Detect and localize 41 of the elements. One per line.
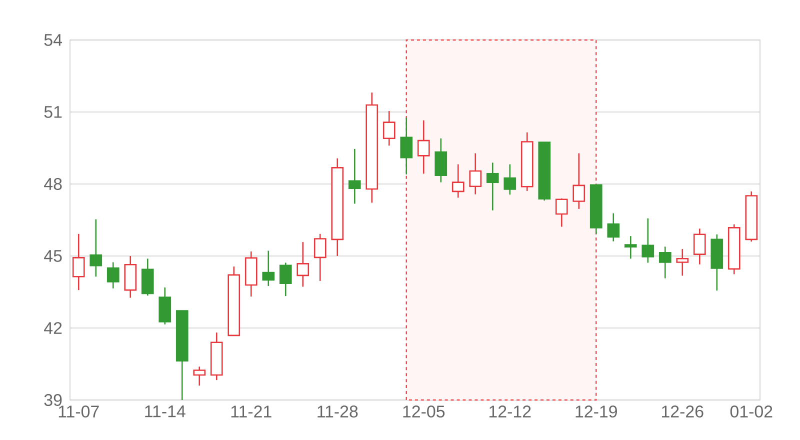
x-tick-label: 12-19: [576, 406, 617, 418]
candlestick: [90, 218, 102, 278]
candlestick: [193, 366, 206, 386]
candlestick: [434, 138, 448, 183]
candlestick: [658, 246, 672, 279]
candlestick: [572, 152, 586, 210]
x-tick-label: 12-05: [403, 406, 445, 418]
candlestick: [693, 228, 706, 266]
x-tick-label: 01-02: [730, 406, 772, 418]
y-tick-label: 51: [44, 106, 62, 118]
x-tick-label: 12-12: [490, 406, 531, 418]
candlestick: [400, 117, 413, 176]
candlestick: [296, 241, 310, 288]
y-tick-label: 54: [44, 34, 62, 46]
candlestick: [417, 120, 430, 174]
candlestick: [262, 250, 275, 287]
x-tick-label: 11-07: [58, 406, 99, 418]
candlestick: [469, 152, 482, 195]
x-tick-label: 11-28: [318, 406, 358, 418]
y-tick-label: 39: [44, 394, 62, 406]
x-tick-label: 11-14: [145, 406, 186, 418]
y-tick-label: 48: [44, 178, 62, 190]
candlestick: [676, 248, 689, 276]
candlestick: [106, 262, 120, 290]
candlestick: [141, 258, 154, 296]
candlestick: [486, 162, 499, 212]
candlestick: [348, 148, 361, 204]
candlestick: [452, 164, 464, 198]
candlestick: [314, 233, 326, 282]
candlestick: [555, 198, 568, 228]
y-tick-label: 42: [44, 322, 62, 334]
candlestick: [72, 233, 85, 291]
candlestick: [624, 235, 637, 260]
candlestick: [279, 262, 292, 297]
candlestick: [607, 212, 620, 242]
candlestick: [382, 110, 396, 146]
candlestick: [504, 164, 516, 196]
x-tick-label: 12-26: [662, 406, 704, 418]
y-tick-label: 45: [44, 250, 62, 262]
x-tick-label: 11-21: [231, 406, 272, 418]
candlestick: [642, 218, 654, 264]
